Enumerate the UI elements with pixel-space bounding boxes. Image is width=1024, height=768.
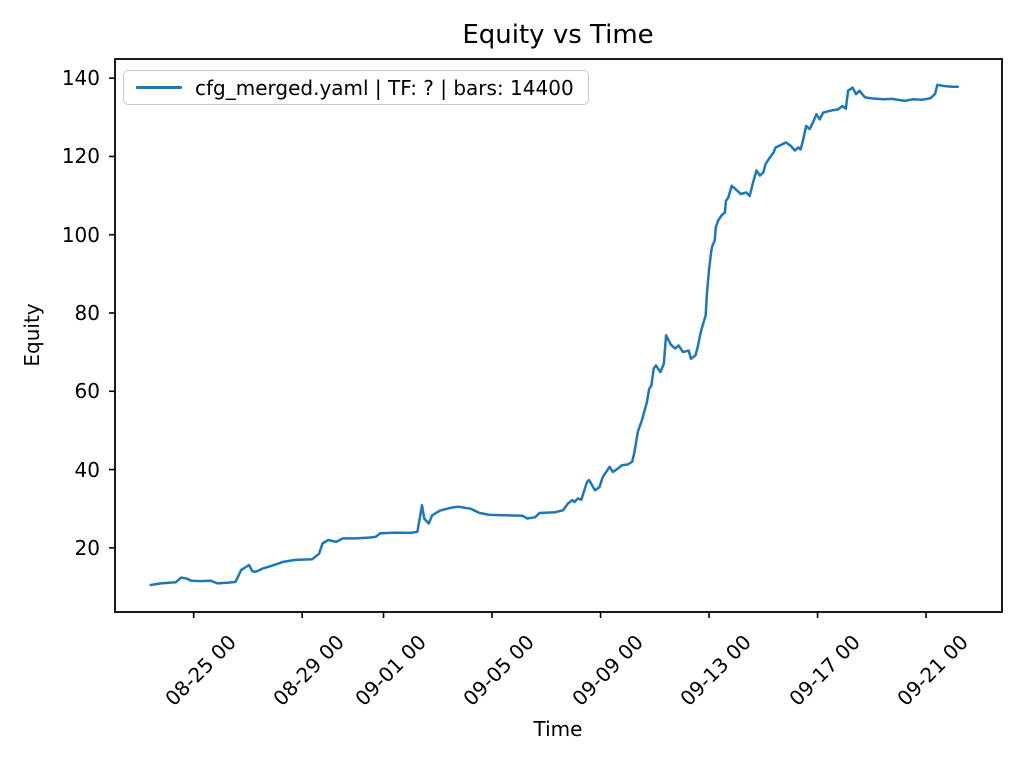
y-tick-label: 40 — [74, 457, 100, 482]
x-axis-label: Time — [533, 717, 583, 741]
y-tick-label: 120 — [61, 144, 100, 169]
y-tick-label: 60 — [74, 379, 100, 404]
equity-line — [149, 83, 959, 587]
y-axis-label: Equity — [20, 303, 44, 367]
legend: cfg_merged.yaml | TF: ? | bars: 14400 — [123, 70, 589, 105]
y-tick-label: 80 — [74, 300, 100, 325]
legend-line-sample — [136, 85, 182, 90]
axes-spines — [114, 58, 1003, 613]
y-tick-label: 140 — [61, 66, 100, 91]
chart-title: Equity vs Time — [462, 20, 654, 50]
y-tick-label: 20 — [74, 535, 100, 560]
legend-label: cfg_merged.yaml | TF: ? | bars: 14400 — [195, 75, 574, 100]
y-tick-label: 100 — [61, 222, 100, 247]
